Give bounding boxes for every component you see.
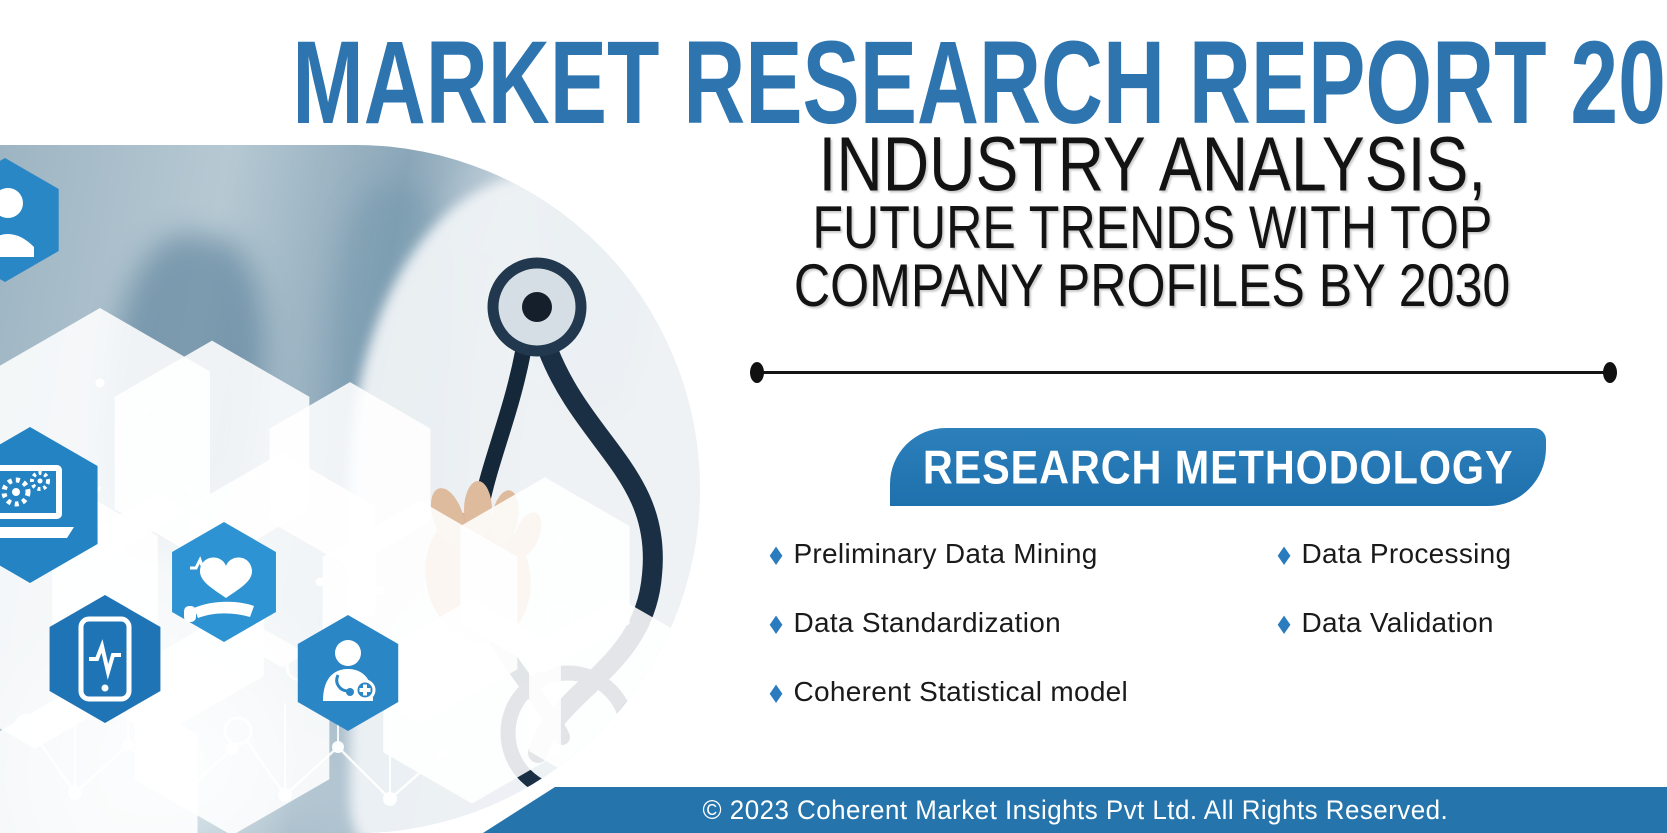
diamond-bullet-icon: ◆ — [769, 540, 783, 568]
diamond-bullet-icon: ◆ — [1277, 609, 1291, 637]
research-methodology-label: RESEARCH METHODOLOGY — [922, 440, 1514, 494]
list-item: ◆ Coherent Statistical model — [768, 676, 1128, 708]
list-item-label: Coherent Statistical model — [793, 676, 1129, 707]
subtitle-line-3: COMPANY PROFILES BY 2030 — [794, 252, 1511, 320]
list-item: ◆ Data Validation — [1276, 607, 1511, 639]
divider-line — [750, 362, 1617, 383]
divider-dot-left — [750, 362, 764, 383]
list-item-label: Data Processing — [1301, 538, 1512, 569]
methodology-list-left: ◆ Preliminary Data Mining ◆ Data Standar… — [768, 538, 1128, 708]
subtitle-line-2: FUTURE TRENDS WITH TOP — [812, 194, 1493, 262]
hero-graphic-overlay — [0, 158, 700, 833]
list-item-label: Data Validation — [1301, 607, 1494, 638]
page-title-text: MARKET RESEARCH REPORT 2023, — [292, 15, 1667, 149]
laptop-gear-hexagon-icon — [0, 427, 98, 583]
methodology-list-right: ◆ Data Processing ◆ Data Validation — [1276, 538, 1511, 639]
list-item-label: Data Standardization — [793, 607, 1061, 638]
list-item: ◆ Data Processing — [1276, 538, 1511, 570]
list-item: ◆ Preliminary Data Mining — [768, 538, 1128, 570]
phone-pulse-hexagon-icon — [49, 595, 161, 723]
diamond-bullet-icon: ◆ — [769, 609, 783, 637]
copyright-text: © 2023 Coherent Market Insights Pvt Ltd.… — [702, 794, 1448, 825]
list-item: ◆ Data Standardization — [768, 607, 1128, 639]
doctor-hexagon-icon — [297, 615, 399, 731]
diamond-bullet-icon: ◆ — [1277, 540, 1291, 568]
research-methodology-banner: RESEARCH METHODOLOGY — [890, 428, 1546, 506]
hero-photo — [0, 145, 700, 833]
subtitle-line-1: INDUSTRY ANALYSIS, — [818, 121, 1487, 208]
list-item-label: Preliminary Data Mining — [793, 538, 1098, 569]
diamond-bullet-icon: ◆ — [769, 678, 783, 706]
person-hexagon-icon — [0, 158, 59, 282]
divider-dot-right — [1603, 362, 1617, 383]
page-title: MARKET RESEARCH REPORT 2023, — [30, 23, 1667, 141]
heart-in-hand-hexagon-icon — [172, 522, 276, 642]
